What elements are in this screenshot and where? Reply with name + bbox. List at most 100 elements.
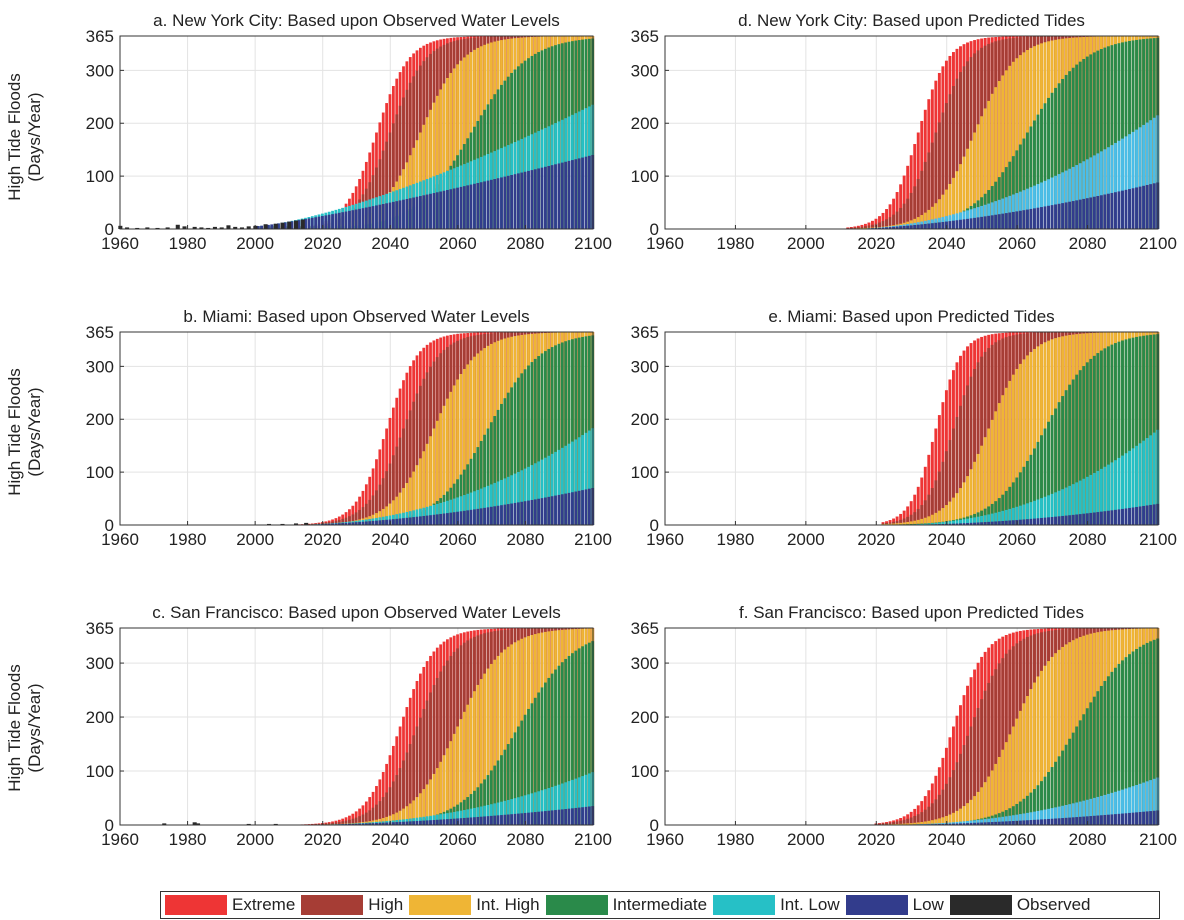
bar bbox=[923, 809, 927, 825]
bar bbox=[1071, 484, 1075, 525]
bar bbox=[537, 356, 541, 525]
bar bbox=[425, 194, 429, 229]
y-axis-label: High Tide Floods bbox=[5, 73, 24, 201]
bar bbox=[1103, 814, 1107, 825]
bar bbox=[577, 337, 581, 525]
bar bbox=[459, 719, 463, 825]
bar bbox=[1099, 350, 1103, 525]
bar bbox=[442, 190, 446, 229]
bar bbox=[473, 356, 476, 525]
bar bbox=[587, 488, 591, 525]
bar bbox=[934, 480, 938, 525]
bar bbox=[1071, 201, 1075, 229]
bar bbox=[923, 161, 927, 229]
bar bbox=[973, 217, 977, 229]
bar bbox=[1128, 338, 1131, 525]
bar bbox=[1138, 127, 1142, 229]
bar bbox=[1078, 801, 1082, 825]
bar bbox=[1029, 792, 1033, 825]
bar bbox=[937, 122, 941, 229]
x-tick-label: 2000 bbox=[787, 234, 825, 253]
bar bbox=[516, 377, 520, 525]
bar bbox=[287, 221, 292, 229]
bar bbox=[371, 520, 375, 525]
bar bbox=[489, 770, 493, 825]
bar bbox=[1036, 207, 1040, 229]
bar bbox=[927, 209, 931, 229]
bar bbox=[415, 516, 419, 525]
bar bbox=[165, 227, 170, 229]
bar bbox=[473, 453, 476, 525]
bar bbox=[527, 170, 530, 229]
bar bbox=[976, 708, 980, 825]
bar bbox=[1071, 803, 1075, 825]
bar bbox=[560, 494, 564, 525]
bar bbox=[1113, 44, 1117, 230]
bar bbox=[581, 435, 584, 525]
bar bbox=[1054, 516, 1058, 525]
bar bbox=[452, 68, 456, 230]
bar bbox=[520, 470, 524, 525]
bar bbox=[1040, 435, 1043, 525]
bar bbox=[574, 778, 578, 825]
bar bbox=[422, 708, 426, 825]
bar bbox=[571, 441, 574, 525]
bar bbox=[1001, 494, 1005, 525]
bar bbox=[990, 770, 994, 825]
bar bbox=[1022, 210, 1026, 229]
bar bbox=[564, 658, 568, 825]
bar bbox=[899, 519, 903, 525]
bar bbox=[405, 821, 409, 825]
bar bbox=[1040, 182, 1043, 229]
bar bbox=[1025, 519, 1029, 525]
bar bbox=[554, 810, 557, 825]
legend-item: Extreme bbox=[165, 895, 295, 915]
bar bbox=[1131, 448, 1135, 525]
bar bbox=[351, 522, 355, 525]
bar bbox=[155, 227, 160, 229]
bar bbox=[310, 217, 314, 229]
bar bbox=[969, 726, 973, 825]
bar bbox=[533, 358, 537, 525]
bar bbox=[1022, 798, 1026, 825]
bar bbox=[1145, 184, 1149, 229]
bar bbox=[419, 385, 422, 525]
bar bbox=[1022, 138, 1026, 229]
x-tick-label: 2000 bbox=[787, 530, 825, 549]
bar bbox=[1121, 660, 1124, 825]
bar bbox=[483, 779, 486, 825]
bar bbox=[324, 823, 328, 825]
bar bbox=[341, 821, 345, 825]
bar bbox=[381, 204, 385, 229]
bar bbox=[317, 216, 321, 229]
bar bbox=[937, 222, 941, 229]
bar bbox=[466, 510, 470, 525]
bar bbox=[966, 476, 970, 525]
bar bbox=[513, 813, 517, 825]
bar bbox=[550, 496, 554, 525]
bar bbox=[439, 191, 443, 229]
bar bbox=[1103, 47, 1107, 229]
bar bbox=[959, 823, 962, 825]
bar bbox=[391, 455, 395, 525]
series-observed bbox=[266, 522, 309, 525]
x-tick-label: 2060 bbox=[439, 830, 477, 849]
bar bbox=[516, 173, 520, 229]
bar bbox=[1089, 512, 1093, 525]
bar bbox=[899, 184, 903, 229]
bar bbox=[371, 206, 375, 229]
bar bbox=[503, 398, 507, 525]
bar bbox=[449, 391, 453, 525]
bar bbox=[581, 646, 584, 825]
bar bbox=[1054, 818, 1058, 825]
bar bbox=[1029, 820, 1033, 825]
bar bbox=[469, 492, 473, 525]
bar bbox=[906, 198, 910, 229]
bar bbox=[486, 816, 490, 825]
bar bbox=[246, 823, 251, 825]
legend-swatch bbox=[301, 895, 364, 915]
plot-frame bbox=[119, 35, 594, 230]
bar bbox=[1092, 696, 1096, 825]
bar bbox=[899, 823, 903, 825]
bar bbox=[547, 677, 551, 825]
